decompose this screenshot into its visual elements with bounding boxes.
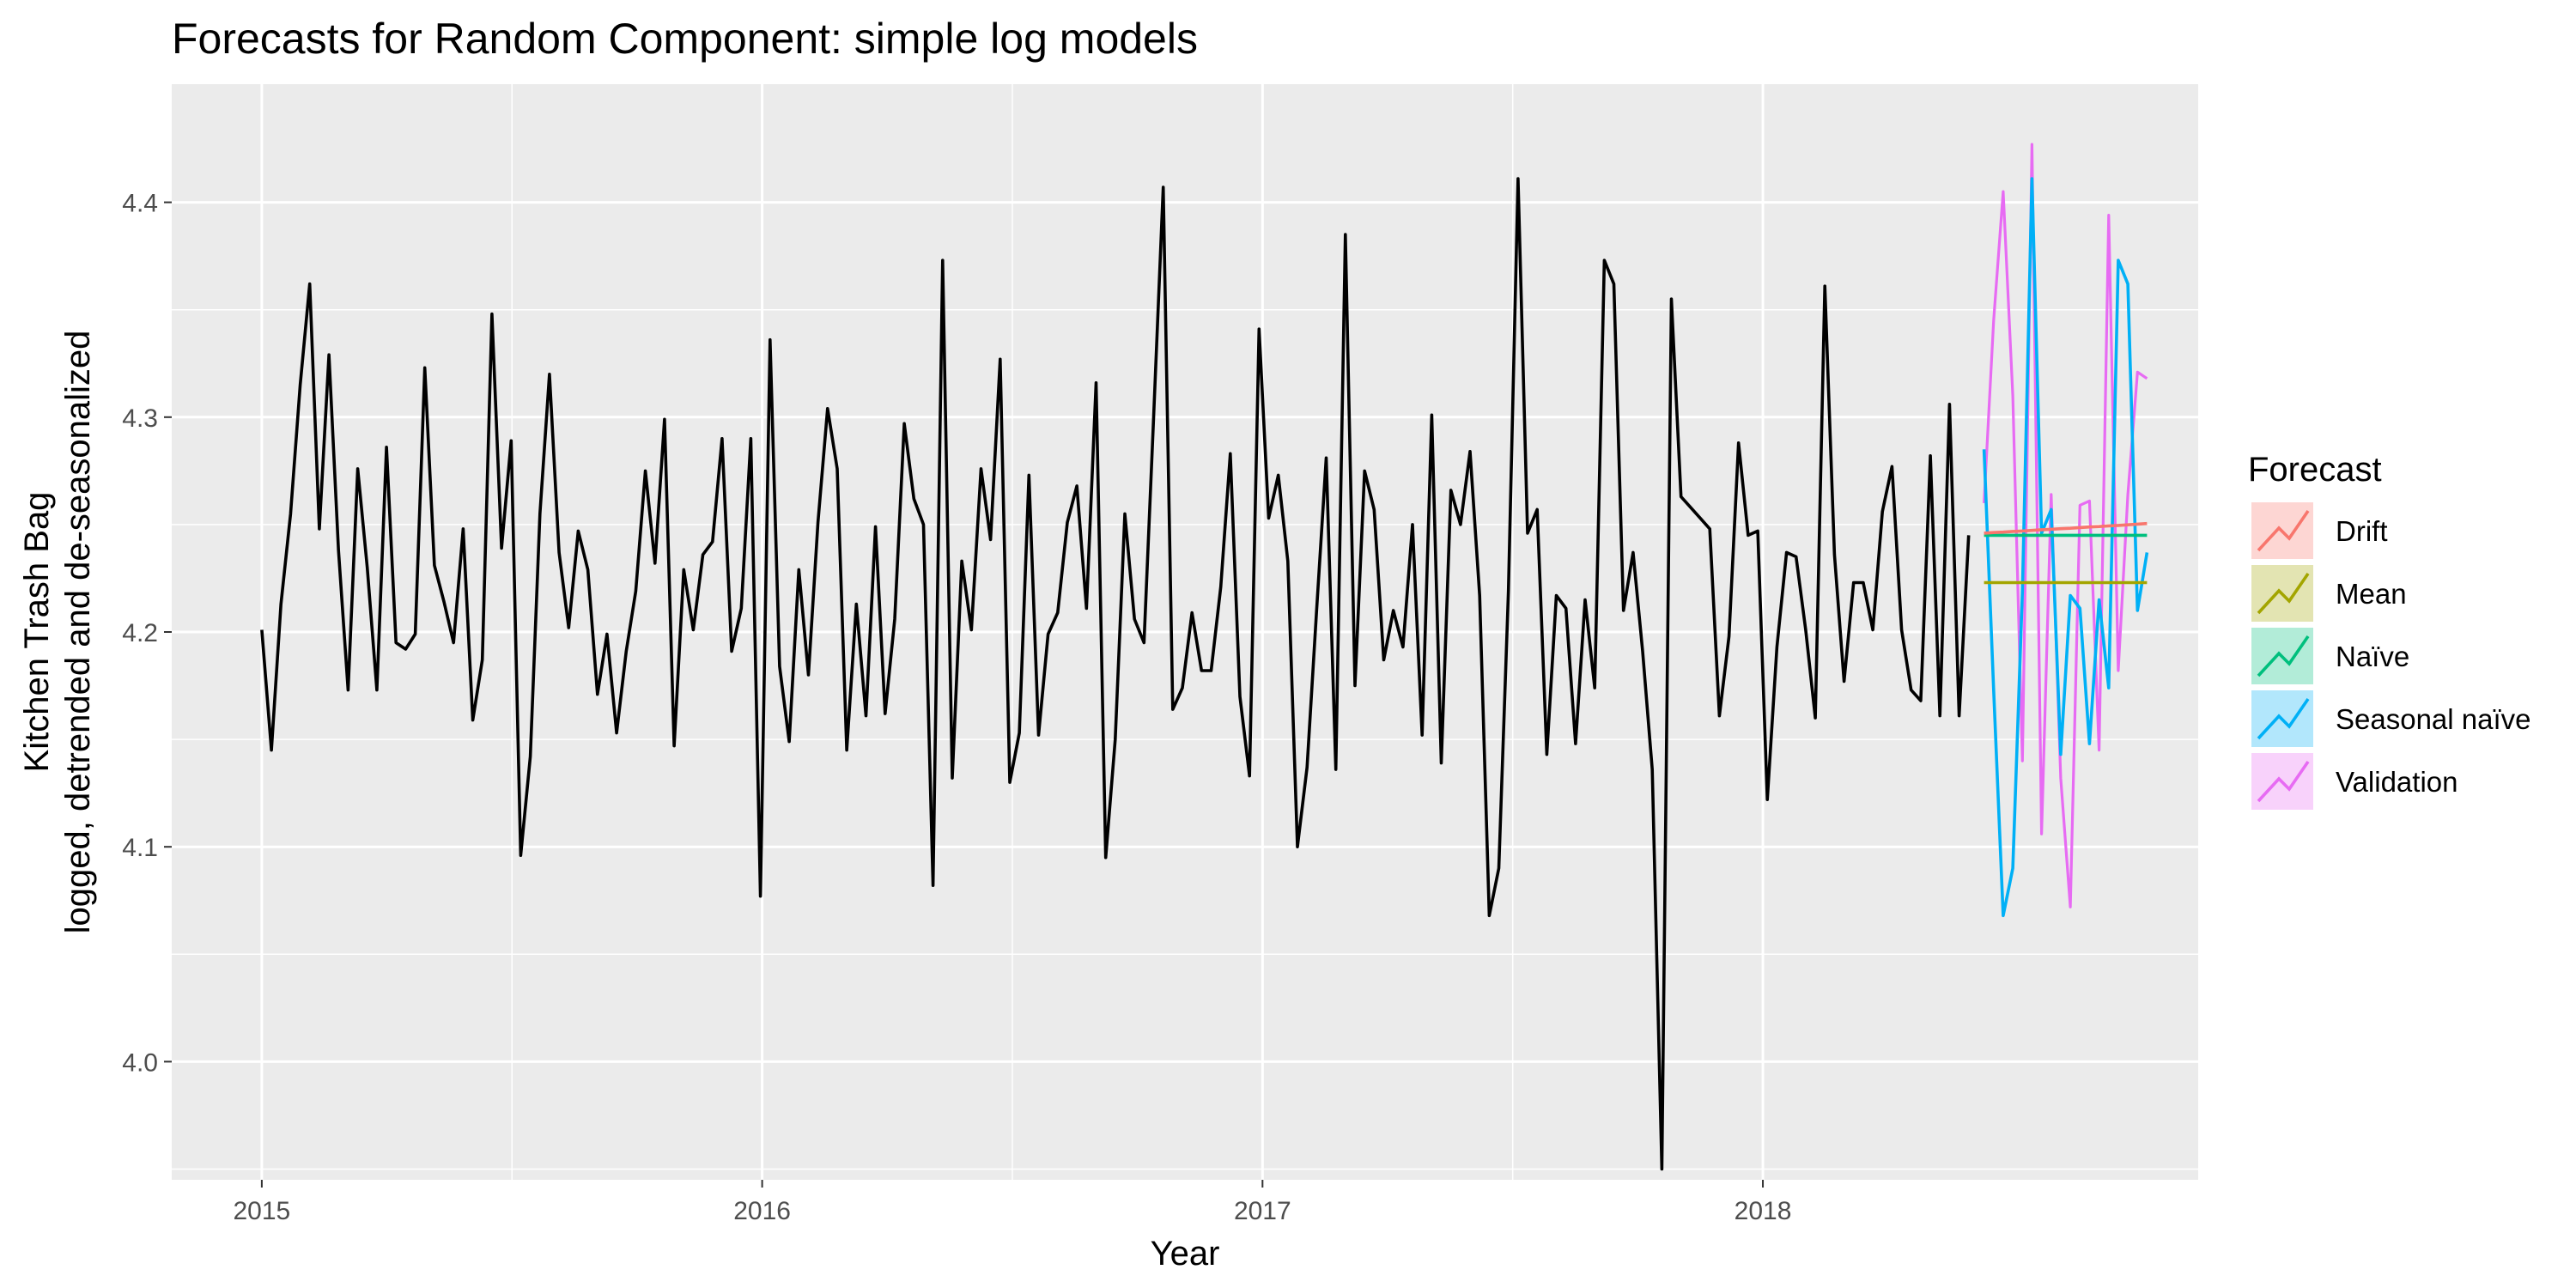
legend-label-drift: Drift [2336,515,2388,547]
series-layer [260,143,2149,1171]
legend-label-seasonal-naive: Seasonal naïve [2336,703,2531,735]
x-tick-label: 2017 [1234,1197,1291,1225]
history-series-line [260,177,1971,1171]
legend-label-naive: Naïve [2336,641,2409,672]
y-tick-label: 4.4 [122,190,158,218]
legend-line-mean [2257,572,2310,615]
y-axis-title-line2: logged, detrended and de-seasonalized [59,331,97,934]
legend-line-naive [2257,635,2310,677]
validation-series-line [1983,143,2148,908]
y-axis-title-line1: Kitchen Trash Bag [18,492,56,773]
y-tick-label: 4.2 [122,619,158,647]
legend-title: Forecast [2248,451,2382,489]
y-tick-label: 4.0 [122,1048,158,1077]
legend-label-mean: Mean [2336,578,2407,610]
x-tick-label: 2016 [733,1197,791,1225]
x-tick-label: 2015 [234,1197,291,1225]
x-axis-ticks: 2015 2016 2017 2018 [234,1180,1792,1225]
y-axis-ticks: 4.0 4.1 4.2 4.3 4.4 [122,190,172,1077]
x-axis-title: Year [1151,1235,1220,1273]
legend-label-validation: Validation [2336,766,2458,798]
y-tick-label: 4.1 [122,834,158,862]
grid-lines [172,84,2198,1180]
legend-line-seasonal-naive [2257,697,2310,740]
x-tick-label: 2018 [1735,1197,1792,1225]
drift-series-line [1984,521,2148,535]
legend-line-drift [2257,509,2310,552]
seasonal-naive-series-line [1982,177,2149,918]
y-tick-label: 4.3 [122,404,158,433]
legend: Forecast Drift Mean Naïve Seasonal naïve Val… [2248,451,2531,810]
chart-title: Forecasts for Random Component: simple l… [172,15,1198,63]
legend-line-validation [2257,760,2310,803]
